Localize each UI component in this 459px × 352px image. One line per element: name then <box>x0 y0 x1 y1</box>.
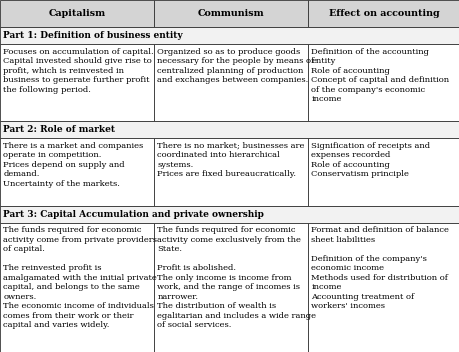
Text: Definition of the accounting
entity
Role of accounting
Concept of capital and de: Definition of the accounting entity Role… <box>311 48 448 103</box>
Text: Part 1: Definition of business entity: Part 1: Definition of business entity <box>3 31 182 40</box>
Text: Effect on accounting: Effect on accounting <box>328 9 438 18</box>
Text: Part 3: Capital Accumulation and private ownership: Part 3: Capital Accumulation and private… <box>3 210 263 219</box>
Bar <box>154 0 308 27</box>
Bar <box>0 44 154 121</box>
Text: There is a market and companies
operate in competition.
Prices depend on supply : There is a market and companies operate … <box>3 142 143 188</box>
Text: Capitalism: Capitalism <box>48 9 106 18</box>
Text: There is no market; businesses are
coordinated into hierarchical
systems.
Prices: There is no market; businesses are coord… <box>157 142 304 178</box>
Text: The funds required for economic
activity come exclusively from the
State.

Profi: The funds required for economic activity… <box>157 226 316 329</box>
Bar <box>0 206 459 222</box>
Text: Communism: Communism <box>197 9 264 18</box>
Bar <box>0 27 459 44</box>
Text: Focuses on accumulation of capital.
Capital invested should give rise to
profit,: Focuses on accumulation of capital. Capi… <box>3 48 153 94</box>
Bar <box>308 44 459 121</box>
Bar <box>0 222 154 352</box>
Bar <box>0 138 154 206</box>
Bar <box>154 138 308 206</box>
Bar <box>0 121 459 138</box>
Bar <box>154 222 308 352</box>
Text: Organized so as to produce goods
necessary for the people by means of
centralize: Organized so as to produce goods necessa… <box>157 48 314 84</box>
Text: Signification of receipts and
expenses recorded
Role of accounting
Conservatism : Signification of receipts and expenses r… <box>311 142 430 178</box>
Bar <box>308 0 459 27</box>
Bar <box>308 138 459 206</box>
Text: Part 2: Role of market: Part 2: Role of market <box>3 125 115 134</box>
Text: Format and definition of balance
sheet liabilities

Definition of the company's
: Format and definition of balance sheet l… <box>311 226 448 310</box>
Bar <box>308 222 459 352</box>
Bar <box>154 44 308 121</box>
Text: The funds required for economic
activity come from private providers
of capital.: The funds required for economic activity… <box>3 226 157 329</box>
Bar <box>0 0 154 27</box>
